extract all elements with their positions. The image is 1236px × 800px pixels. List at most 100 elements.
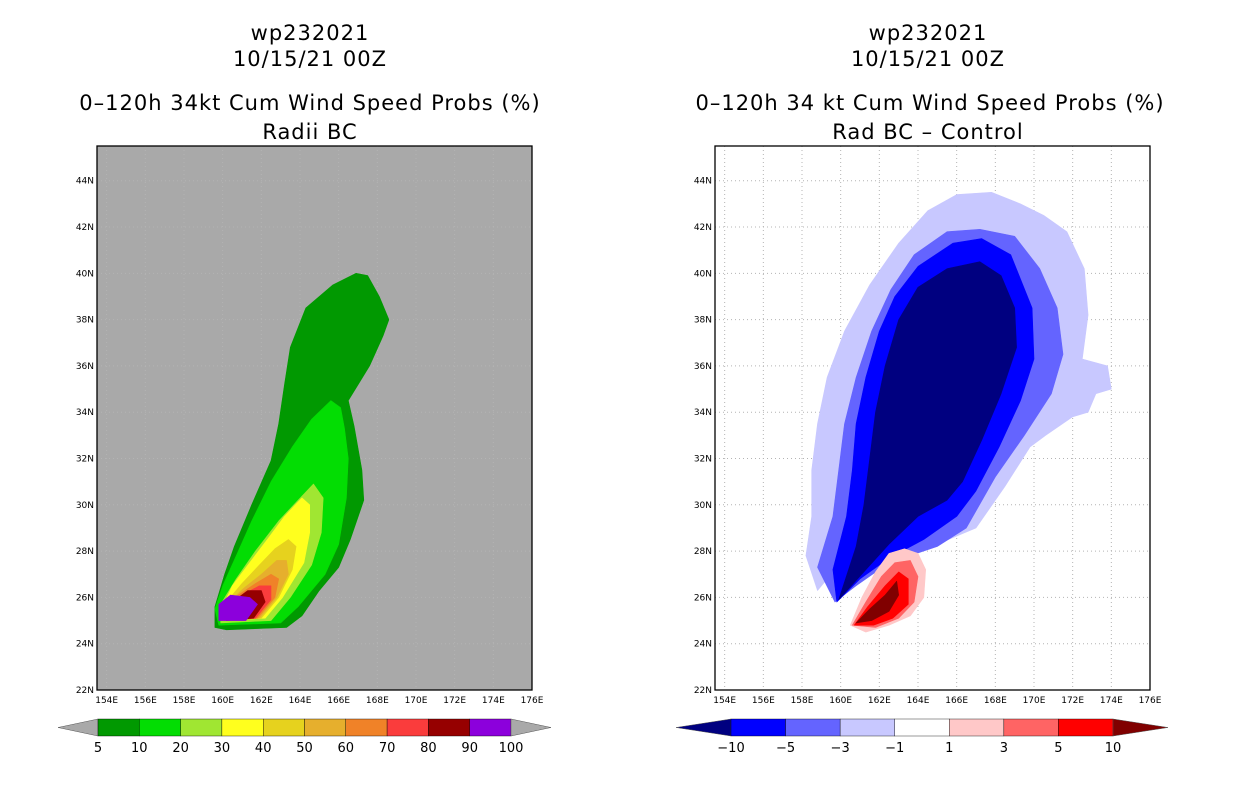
right-x-tick-label: 156E <box>752 696 775 706</box>
right-x-tick-label: 174E <box>1100 696 1123 706</box>
right-colorbar-label: 1 <box>945 741 953 756</box>
left-colorbar-swatch <box>139 718 181 737</box>
left-y-tick-label: 34N <box>76 408 94 418</box>
left-colorbar-end-low <box>57 718 99 737</box>
left-chart-title: 0–120h 34kt Cum Wind Speed Probs (%) <box>79 91 541 115</box>
left-colorbar-swatch <box>304 718 346 737</box>
right-colorbar-label: 5 <box>1054 741 1062 756</box>
left-colorbar-label: 40 <box>255 741 272 756</box>
left-colorbar-swatch <box>180 718 223 737</box>
right-chart-subtitle: Rad BC – Control <box>832 120 1024 144</box>
left-y-tick-label: 28N <box>76 547 94 557</box>
right-y-tick-label: 40N <box>694 269 712 279</box>
right-title-id: wp232021 <box>868 21 988 45</box>
right-colorbar-label: −5 <box>776 741 795 756</box>
right-y-tick-label: 42N <box>694 223 712 233</box>
right-x-tick-label: 168E <box>984 696 1007 706</box>
right-y-tick-label: 30N <box>694 501 712 511</box>
left-x-tick-label: 154E <box>95 696 118 706</box>
left-x-tick-label: 168E <box>366 696 389 706</box>
right-x-tick-label: 166E <box>945 696 968 706</box>
right-contour-neg10 <box>838 261 1017 601</box>
right-colorbar-label: −10 <box>717 741 744 756</box>
right-y-tick-label: 22N <box>694 686 712 696</box>
left-y-tick-label: 32N <box>76 455 94 465</box>
right-x-tick-label: 154E <box>713 696 736 706</box>
left-title-id: wp232021 <box>250 21 370 45</box>
left-x-tick-label: 174E <box>482 696 505 706</box>
left-plot-frame <box>96 145 533 691</box>
right-colorbar-label: 3 <box>1000 741 1008 756</box>
left-colorbar-label: 10 <box>131 741 148 756</box>
right-y-tick-label: 44N <box>694 177 712 187</box>
right-colorbar-swatch <box>1058 718 1114 737</box>
left-y-tick-label: 42N <box>76 223 94 233</box>
right-chart: 154E 156E 158E 160E 162E 164E 166E 168E 170E 172E… <box>675 145 1169 756</box>
right-colorbar-swatch <box>785 718 841 737</box>
left-colorbar-label: 70 <box>379 741 396 756</box>
right-contour-10 <box>855 580 900 624</box>
left-x-tick-label: 176E <box>521 696 544 706</box>
left-colorbar-swatch <box>263 718 305 737</box>
left-colorbar-swatch <box>97 718 140 737</box>
right-colorbar-swatch <box>1003 718 1059 737</box>
right-x-tick-label: 164E <box>907 696 930 706</box>
left-y-tick-label: 44N <box>76 177 94 187</box>
right-plot-frame <box>714 145 1151 691</box>
right-colorbar-swatch <box>949 718 1005 737</box>
left-colorbar-label: 60 <box>338 741 355 756</box>
right-colorbar-label: −1 <box>885 741 904 756</box>
left-x-tick-label: 172E <box>443 696 466 706</box>
right-x-tick-label: 160E <box>829 696 852 706</box>
left-colorbar-swatch <box>221 718 264 737</box>
left-y-tick-label: 38N <box>76 316 94 326</box>
right-y-tick-label: 26N <box>694 593 712 603</box>
right-colorbar-swatch <box>730 718 786 737</box>
left-chart: 154E 156E 158E 160E 162E 164E 166E 168E 170E 172E… <box>57 145 552 756</box>
right-y-tick-label: 24N <box>694 640 712 650</box>
right-x-tick-label: 176E <box>1139 696 1162 706</box>
right-chart-title: 0–120h 34 kt Cum Wind Speed Probs (%) <box>695 91 1165 115</box>
right-y-tick-label: 32N <box>694 455 712 465</box>
left-colorbar-label: 30 <box>214 741 231 756</box>
left-title-date: 10/15/21 00Z <box>232 47 388 71</box>
right-x-tick-label: 158E <box>791 696 814 706</box>
right-y-tick-label: 36N <box>694 362 712 372</box>
left-x-tick-label: 158E <box>173 696 196 706</box>
right-colorbar-end-high <box>1112 718 1169 737</box>
left-colorbar-swatch <box>469 718 512 737</box>
right-y-tick-label: 34N <box>694 408 712 418</box>
right-colorbar-swatch <box>894 718 950 737</box>
right-colorbar-swatch <box>839 718 895 737</box>
left-colorbar-end-high <box>510 718 552 737</box>
left-x-tick-label: 170E <box>405 696 428 706</box>
left-colorbar-label: 5 <box>94 741 102 756</box>
right-colorbar-label: 10 <box>1105 741 1122 756</box>
left-colorbar-label: 80 <box>420 741 437 756</box>
right-y-tick-label: 38N <box>694 316 712 326</box>
right-y-tick-label: 28N <box>694 547 712 557</box>
right-colorbar-label: −3 <box>831 741 850 756</box>
left-x-tick-label: 166E <box>327 696 350 706</box>
left-y-tick-label: 36N <box>76 362 94 372</box>
left-y-tick-label: 40N <box>76 269 94 279</box>
left-y-tick-label: 26N <box>76 593 94 603</box>
left-chart-subtitle: Radii BC <box>262 120 358 144</box>
left-y-tick-label: 24N <box>76 640 94 650</box>
right-colorbar-end-low <box>675 718 732 737</box>
left-x-tick-label: 160E <box>211 696 234 706</box>
left-colorbar-swatch <box>345 718 388 737</box>
left-colorbar-label: 100 <box>499 741 524 756</box>
left-colorbar-label: 20 <box>172 741 189 756</box>
left-y-tick-label: 22N <box>76 686 94 696</box>
left-x-tick-label: 162E <box>250 696 273 706</box>
right-x-tick-label: 172E <box>1061 696 1084 706</box>
left-colorbar-label: 50 <box>296 741 313 756</box>
left-x-tick-label: 156E <box>134 696 157 706</box>
left-x-tick-label: 164E <box>289 696 312 706</box>
right-title-date: 10/15/21 00Z <box>850 47 1006 71</box>
left-y-tick-label: 30N <box>76 501 94 511</box>
right-x-tick-label: 162E <box>868 696 891 706</box>
left-colorbar-label: 90 <box>461 741 478 756</box>
left-colorbar-swatch <box>428 718 470 737</box>
